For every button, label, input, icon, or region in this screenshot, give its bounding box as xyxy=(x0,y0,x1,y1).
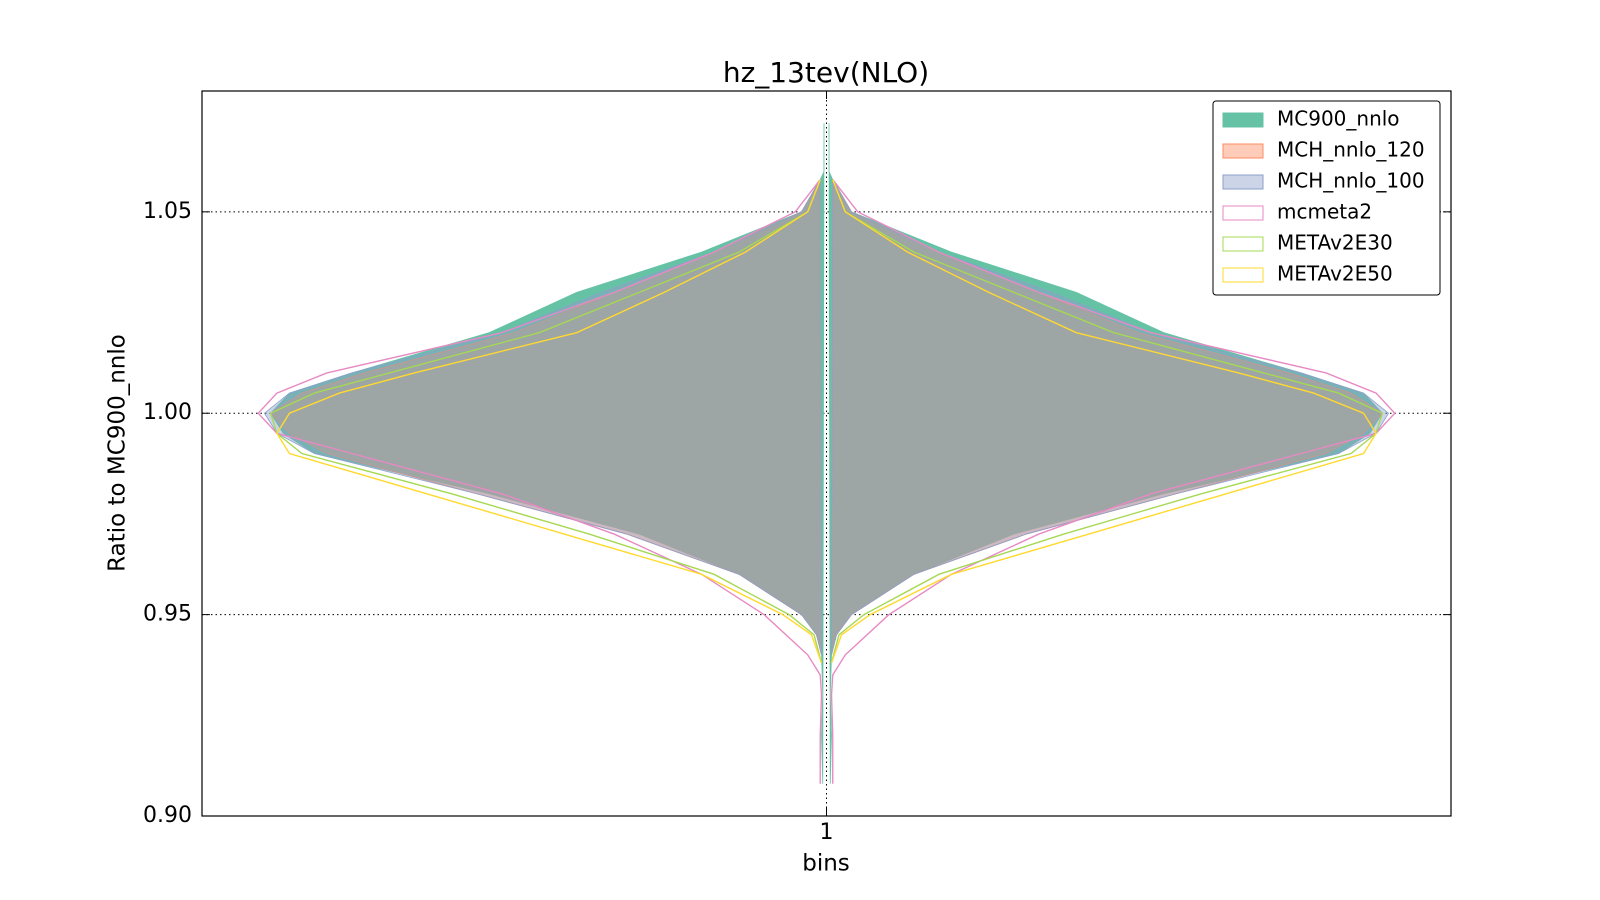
violin-half xyxy=(270,123,825,784)
y-tick-label: 1.00 xyxy=(143,400,192,425)
legend-box xyxy=(1212,100,1441,296)
chart-title: hz_13tev(NLO) xyxy=(723,56,929,89)
legend-swatch xyxy=(1222,174,1264,190)
y-tick-label: 0.90 xyxy=(143,803,192,828)
violin-half xyxy=(830,179,1377,664)
legend: MC900_nnlo MCH_nnlo_120 MCH_nnlo_100mcmeta… xyxy=(1212,100,1441,296)
legend-label: MCH_nnlo_120 xyxy=(1277,138,1425,162)
violin-half xyxy=(269,179,823,664)
violin-half xyxy=(257,179,823,784)
legend-swatch xyxy=(1222,112,1264,128)
legend-swatch xyxy=(1222,267,1264,283)
legend-swatch xyxy=(1222,236,1264,252)
y-tick-label: 0.95 xyxy=(143,602,192,627)
y-axis-label: Ratio to MC900_nnlo xyxy=(105,334,131,572)
violin-half xyxy=(828,123,1383,784)
legend-swatch xyxy=(1222,143,1264,159)
violin-half xyxy=(276,179,823,664)
legend-swatch xyxy=(1222,205,1264,221)
x-axis-label: bins xyxy=(802,851,850,877)
legend-label: MC900_nnlo xyxy=(1277,107,1400,131)
legend-label: METAv2E30 xyxy=(1277,231,1393,255)
plot-area xyxy=(202,91,1451,817)
legend-label: METAv2E50 xyxy=(1277,262,1393,286)
violin-half xyxy=(263,178,822,655)
violin-half xyxy=(830,179,1384,664)
legend-label: MCH_nnlo_100 xyxy=(1277,169,1425,193)
x-tick-label: 1 xyxy=(820,820,834,845)
violin-half xyxy=(830,179,1396,784)
legend-label: mcmeta2 xyxy=(1277,200,1372,224)
y-tick-label: 1.05 xyxy=(143,199,192,224)
